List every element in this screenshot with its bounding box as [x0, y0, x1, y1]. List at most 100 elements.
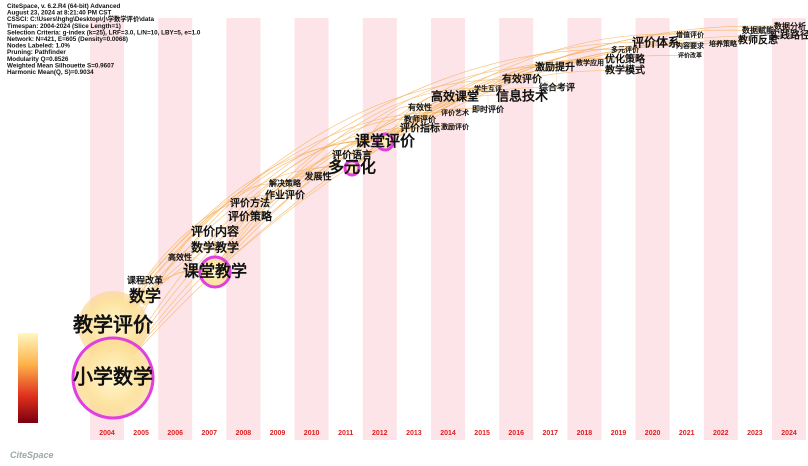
header-line: Modularity Q=0.8526 [7, 56, 69, 63]
year-stripe [362, 18, 397, 440]
edge [655, 33, 691, 44]
edge [112, 49, 626, 327]
node-label: 评价改革 [678, 52, 702, 60]
year-label: 2010 [304, 430, 320, 437]
node-circle [375, 132, 395, 152]
edge [112, 128, 421, 379]
header-line: Pruning: Pathfinder [7, 49, 66, 56]
node-label: 数学教学 [191, 240, 239, 255]
color-legend [18, 333, 38, 423]
edge [112, 35, 791, 327]
node-label: 教师反思 [737, 34, 778, 47]
year-label: 2005 [133, 430, 149, 437]
node-label: 实践路径 [770, 29, 808, 42]
year-label: 2008 [236, 430, 252, 437]
node-label: 教学模式 [604, 64, 645, 77]
node-label: 评价体系 [632, 35, 680, 50]
node-label: 数据分析 [774, 21, 806, 31]
node-label: 数据赋能 [742, 25, 774, 35]
header-line: Selection Criteria: g-index (k=25), LRF=… [7, 29, 201, 36]
header-line: August 23, 2024 at 8:21:40 PM CST [7, 10, 111, 17]
year-label: 2006 [167, 430, 183, 437]
header-line: Network: N=421, E=605 (Density=0.0068) [7, 36, 128, 43]
node-circle [198, 255, 232, 289]
node-label: 多元评价 [611, 45, 640, 54]
edge [214, 40, 759, 273]
year-label: 2015 [474, 430, 490, 437]
header-line: CiteSpace, v. 6.2.R4 (64-bit) Advanced [7, 3, 121, 10]
edge [112, 55, 691, 327]
edge [112, 79, 523, 327]
year-stripe [431, 18, 465, 440]
year-label: 2014 [440, 430, 456, 437]
node-label: 课堂评价 [355, 132, 416, 150]
node-label: 评价指标 [400, 122, 440, 135]
year-stripe [158, 18, 193, 440]
node-label: 评价策略 [228, 209, 273, 223]
logo: CiteSpace [10, 450, 54, 460]
edge [722, 38, 759, 45]
edge [214, 175, 319, 273]
node-label: 高效课堂 [431, 89, 479, 104]
edge [112, 140, 386, 327]
edge [112, 126, 456, 379]
header-line: Nodes Labeled: 1.0% [7, 43, 70, 50]
year-label: 2020 [645, 430, 661, 437]
edge [144, 256, 181, 282]
node-label: 激励评价 [441, 122, 470, 131]
node-label: 发展性 [303, 171, 331, 183]
edge [351, 29, 759, 169]
year-label: 2019 [611, 430, 627, 437]
year-label: 2022 [713, 430, 729, 437]
edge [214, 215, 251, 233]
edge [214, 118, 421, 273]
edge [589, 57, 626, 64]
node-label: 综合考评 [539, 82, 575, 94]
node-label: 学生互评 [474, 84, 502, 93]
node-label: 数学 [129, 287, 161, 306]
year-stripe [772, 18, 806, 440]
edge [487, 95, 523, 111]
header-line: Timespan: 2004-2024 (Slice Length=1) [7, 23, 121, 30]
edge [689, 42, 724, 57]
year-label: 2017 [543, 430, 559, 437]
year-label: 2024 [781, 430, 797, 437]
year-label: 2004 [99, 430, 115, 437]
header-line: CSSCI: C:\Users\hghg\Desktop\小学数学评价\data [7, 14, 154, 23]
year-label: 2016 [508, 430, 524, 437]
node-label: 有效性 [408, 102, 432, 112]
node-label: 课堂教学 [183, 262, 247, 281]
node-label: 评价方法 [230, 197, 270, 210]
edge [112, 70, 626, 379]
edge [214, 87, 489, 273]
edge [214, 42, 657, 273]
year-label: 2007 [202, 430, 218, 437]
node-label: 培养策略 [709, 39, 738, 48]
node-label: 解决策略 [269, 178, 302, 188]
edge [384, 25, 791, 143]
edge [384, 44, 691, 143]
edge [112, 87, 558, 379]
year-label: 2009 [270, 430, 286, 437]
node-label: 信息技术 [496, 89, 548, 105]
node-label: 内容要求 [676, 41, 705, 50]
edge [554, 60, 591, 69]
year-label: 2021 [679, 430, 695, 437]
node-label: 教学应用 [575, 58, 604, 67]
year-label: 2013 [406, 430, 422, 437]
year-stripe [703, 18, 738, 440]
year-label: 2018 [577, 430, 593, 437]
node-label: 高效性 [168, 252, 192, 262]
edge [214, 67, 556, 273]
node-label: 小学数学 [73, 365, 153, 389]
node-label: 课程改革 [127, 275, 163, 287]
header-line: Weighted Mean Silhouette S=0.9607 [7, 62, 115, 69]
node-label: 增值评价 [676, 30, 705, 39]
year-label: 2012 [372, 430, 388, 437]
node-circle [343, 159, 361, 177]
node-label: 作业评价 [265, 189, 306, 202]
node-label: 评价内容 [191, 224, 239, 239]
node-label: 评价艺术 [441, 108, 469, 117]
year-stripe [567, 18, 602, 440]
